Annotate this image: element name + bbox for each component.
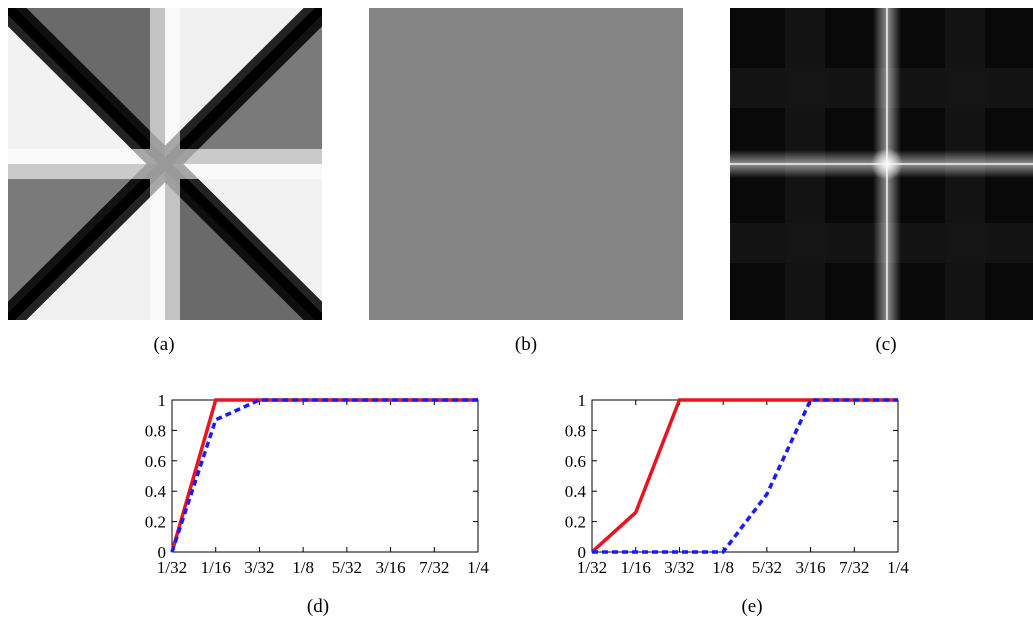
panel-a-image bbox=[8, 8, 322, 320]
chart-d-xtick-label: 1/8 bbox=[292, 558, 314, 577]
chart-e-xtick-label: 1/32 bbox=[577, 558, 607, 577]
chart-d-ytick-label: 0.4 bbox=[145, 482, 167, 501]
caption-d: (d) bbox=[306, 596, 330, 617]
panel-c-image bbox=[730, 8, 1033, 320]
chart-d-xtick-label: 7/32 bbox=[419, 558, 449, 577]
chart-d-ytick-label: 0.2 bbox=[145, 513, 166, 532]
chart-e-series-blue-dashed bbox=[592, 398, 898, 554]
chart-d: 0 0.2 0.4 0.6 0.8 1 1/32 1/16 3/32 1/8 5/32 3/16 7/3… bbox=[145, 391, 490, 577]
chart-e-xtick-label: 1/4 bbox=[887, 558, 909, 577]
chart-e-xtick-label: 3/32 bbox=[664, 558, 694, 577]
caption-b: (b) bbox=[514, 334, 538, 355]
chart-e-xtick-label: 5/32 bbox=[752, 558, 782, 577]
chart-e-ytick-label: 0 bbox=[578, 543, 587, 562]
chart-e-ytick-label: 0.8 bbox=[565, 421, 586, 440]
chart-d-xtick-label: 5/32 bbox=[332, 558, 362, 577]
chart-d-xtick-label: 1/32 bbox=[157, 558, 187, 577]
panel-b-image bbox=[369, 8, 683, 320]
chart-e-plot-frame bbox=[591, 399, 899, 553]
chart-e-ytick-label: 1 bbox=[578, 391, 587, 410]
chart-d-xtick-label: 3/32 bbox=[244, 558, 274, 577]
chart-e-ytick-label: 0.6 bbox=[565, 452, 586, 471]
chart-d-xtick-label: 1/4 bbox=[467, 558, 489, 577]
caption-a: (a) bbox=[153, 334, 175, 355]
chart-e-xtick-label: 1/16 bbox=[621, 558, 651, 577]
caption-c: (c) bbox=[875, 334, 897, 355]
chart-d-xtick-label: 1/16 bbox=[201, 558, 231, 577]
chart-d-xtick-label: 3/16 bbox=[375, 558, 405, 577]
panel-c-center-glow bbox=[871, 148, 903, 180]
chart-d-series-red-solid bbox=[170, 398, 478, 553]
chart-d-plot-frame bbox=[171, 399, 479, 553]
chart-d-ytick-label: 1 bbox=[158, 391, 167, 410]
chart-d-ytick-label: 0.8 bbox=[145, 421, 166, 440]
chart-e-series-red-solid bbox=[590, 398, 898, 554]
caption-e: (e) bbox=[741, 596, 763, 617]
chart-e-xtick-label: 1/8 bbox=[712, 558, 734, 577]
chart-e: 0 0.2 0.4 0.6 0.8 1 1/32 1/16 3/32 1/8 5/32 3/16 7/3… bbox=[565, 391, 910, 577]
chart-d-series-blue-dashed bbox=[170, 398, 478, 553]
chart-d-ytick-label: 0.6 bbox=[145, 452, 166, 471]
chart-e-xtick-label: 7/32 bbox=[839, 558, 869, 577]
chart-e-ytick-label: 0.2 bbox=[565, 513, 586, 532]
chart-e-ytick-label: 0.4 bbox=[565, 482, 587, 501]
panel-a-light-axes bbox=[8, 8, 322, 320]
chart-d-ytick-label: 0 bbox=[158, 543, 167, 562]
chart-e-xtick-label: 3/16 bbox=[795, 558, 825, 577]
